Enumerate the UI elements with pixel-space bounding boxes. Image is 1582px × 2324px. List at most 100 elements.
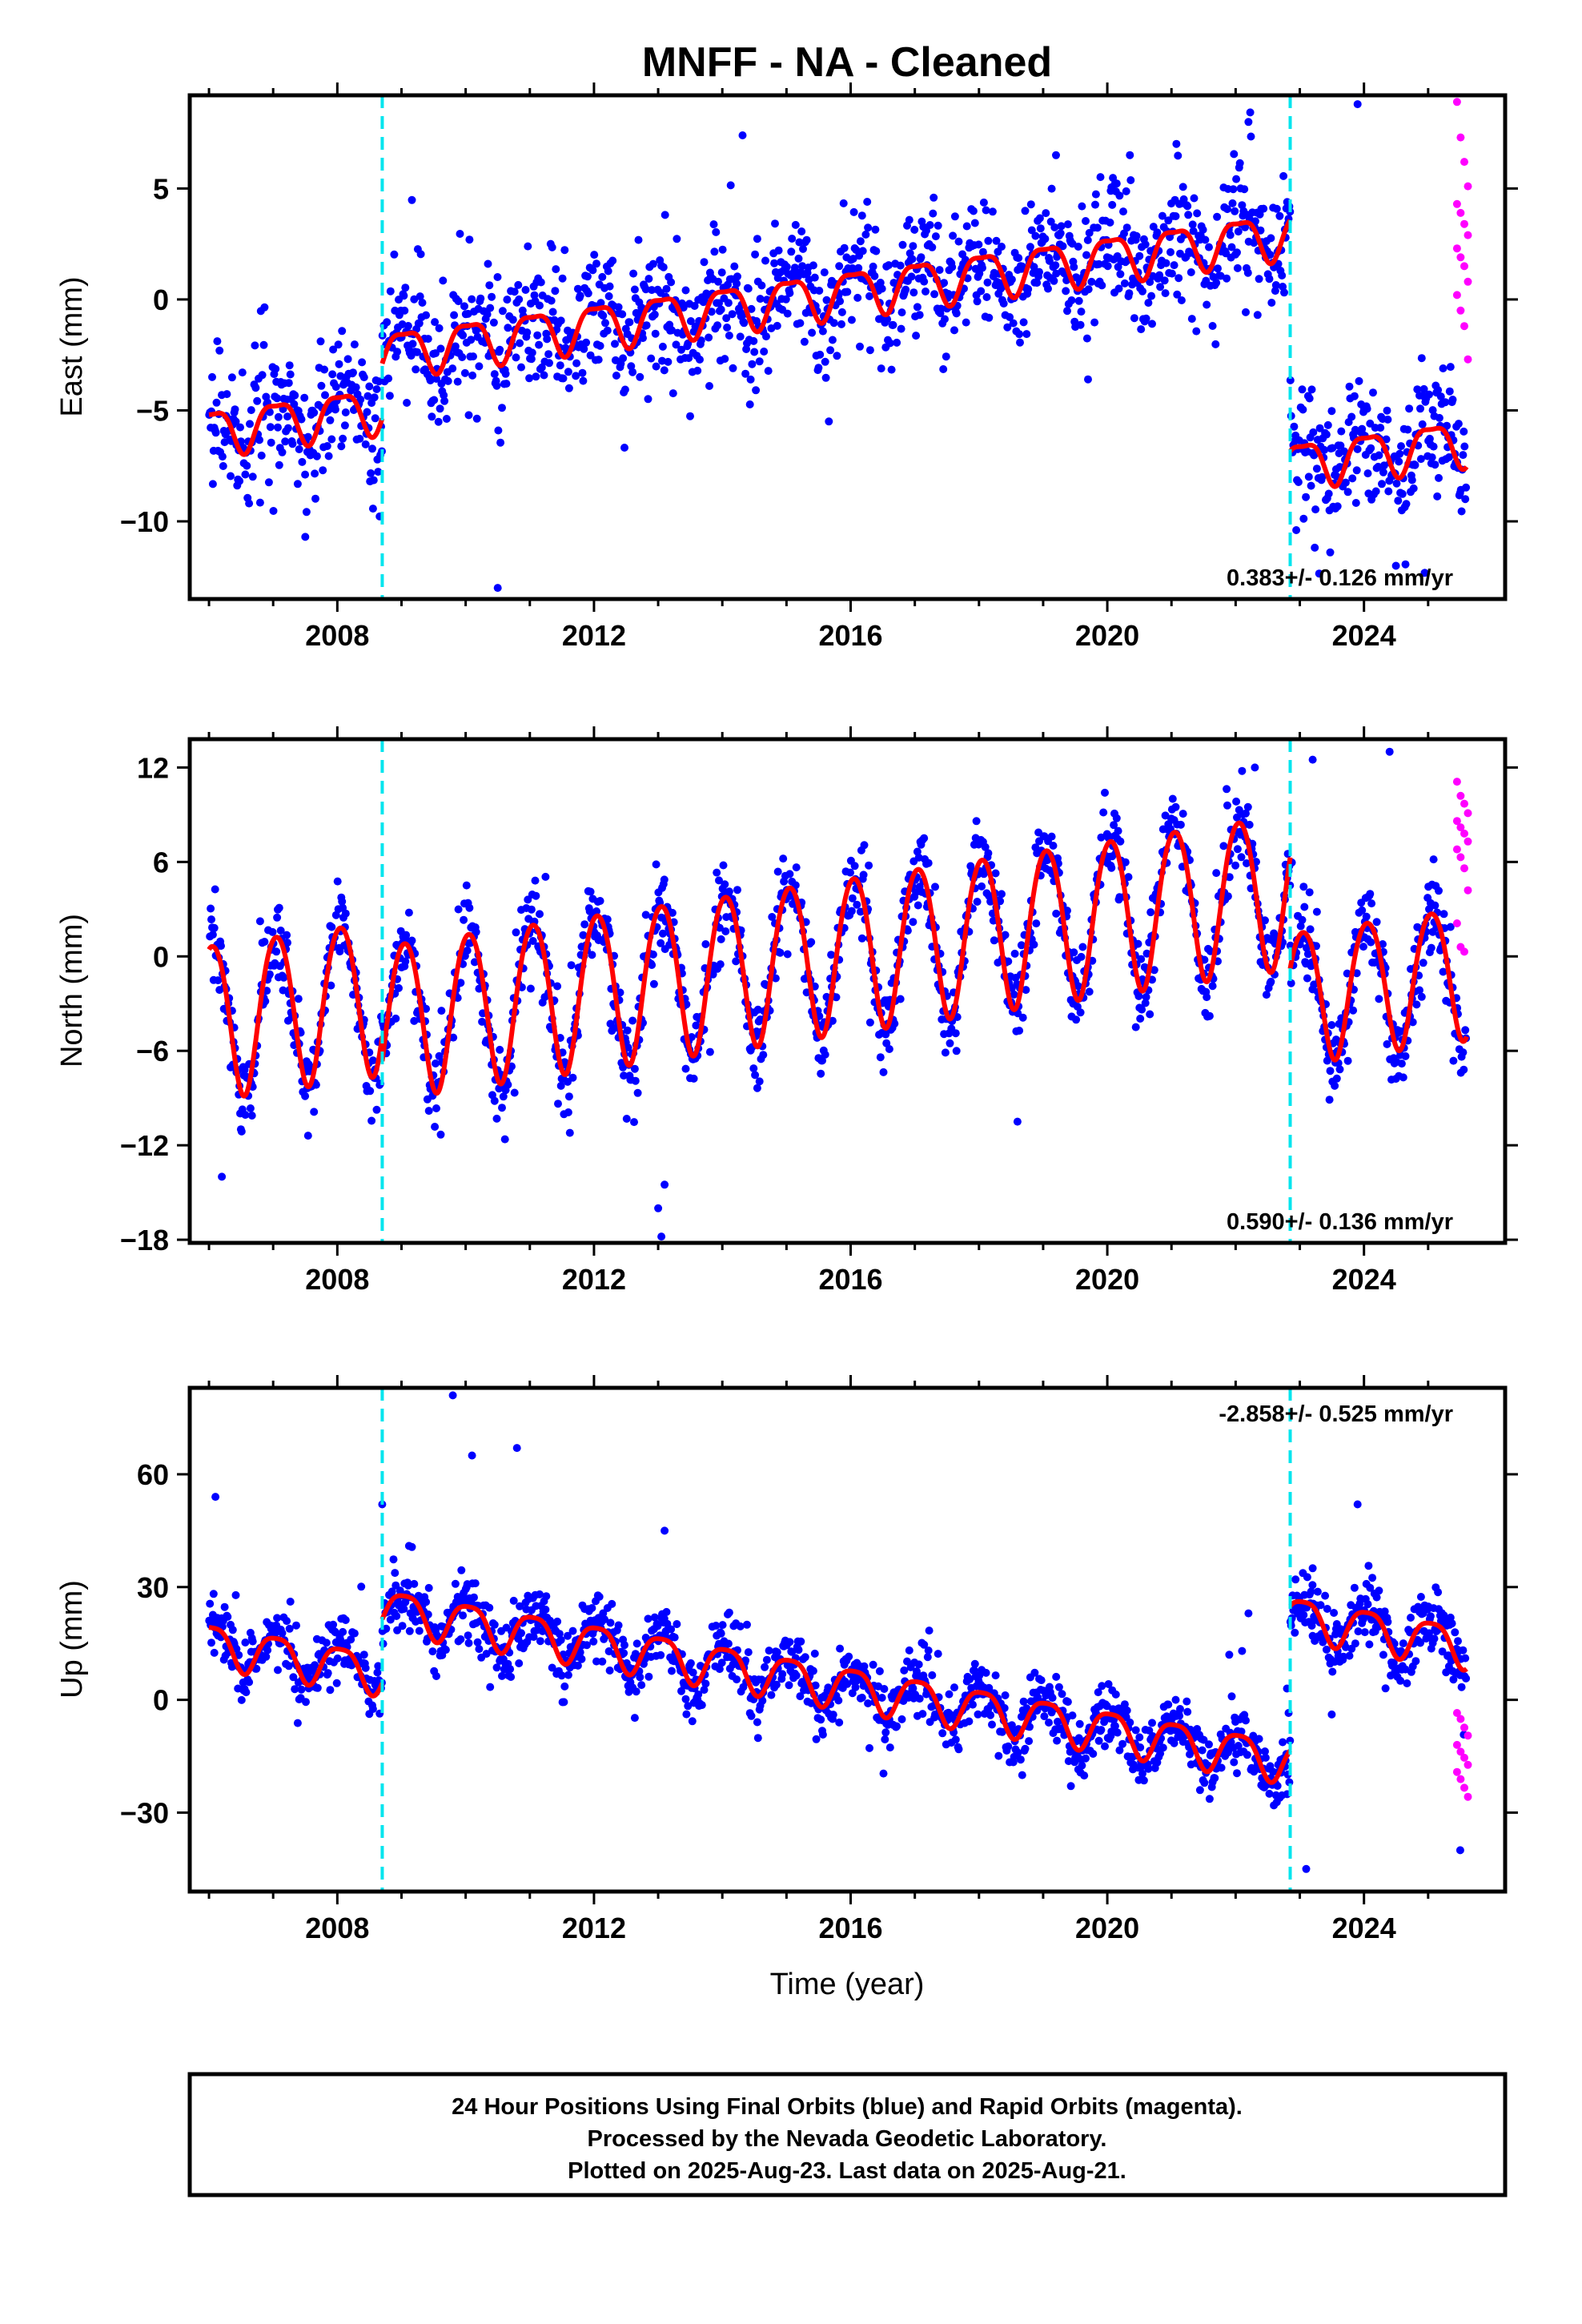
final-orbit-point: [1368, 1574, 1377, 1582]
final-orbit-point: [1106, 218, 1114, 227]
final-orbit-point: [857, 211, 866, 220]
final-orbit-point: [732, 957, 741, 966]
final-orbit-point: [1225, 873, 1234, 882]
final-orbit-point: [846, 868, 854, 877]
east-model-curve-2: [1288, 425, 1469, 489]
final-orbit-point: [1431, 460, 1439, 469]
final-orbit-point: [1402, 500, 1411, 509]
final-orbit-point: [1351, 1639, 1359, 1648]
final-orbit-point: [896, 995, 905, 1003]
final-orbit-point: [984, 236, 993, 245]
final-orbit-point: [879, 1769, 888, 1778]
final-orbit-point: [948, 263, 957, 271]
final-orbit-point: [339, 1627, 347, 1636]
final-orbit-point: [721, 880, 729, 889]
final-orbit-point: [321, 391, 329, 400]
final-orbit-point: [771, 219, 779, 228]
final-orbit-point: [510, 287, 519, 296]
final-orbit-point: [1309, 428, 1318, 436]
final-orbit-point: [1306, 925, 1315, 934]
final-orbit-point: [301, 470, 310, 479]
final-orbit-point: [820, 268, 829, 277]
final-orbit-point: [331, 383, 340, 392]
final-orbit-point: [257, 451, 266, 460]
final-orbit-point: [457, 1566, 466, 1574]
outlier-point: [654, 1204, 663, 1212]
final-orbit-point: [1130, 314, 1138, 323]
final-orbit-point: [970, 1666, 978, 1675]
final-orbit-point: [938, 1729, 947, 1738]
final-orbit-point: [1122, 1706, 1131, 1715]
final-orbit-point: [821, 373, 830, 382]
final-orbit-point: [1063, 220, 1072, 229]
final-orbit-point: [442, 415, 451, 423]
final-orbit-point: [403, 399, 412, 407]
final-orbit-point: [596, 897, 604, 905]
final-orbit-point: [942, 352, 950, 361]
final-orbit-point: [787, 247, 796, 256]
final-orbit-point: [595, 1592, 604, 1601]
final-orbit-point: [1160, 276, 1169, 285]
final-orbit-point: [1330, 1609, 1339, 1617]
final-orbit-point: [951, 1735, 960, 1744]
final-orbit-point: [1068, 1711, 1077, 1720]
final-orbit-point: [1446, 923, 1455, 931]
final-orbit-point: [1147, 292, 1156, 300]
final-orbit-point: [620, 1072, 628, 1080]
final-orbit-point: [1286, 1736, 1295, 1745]
y-tick-label: 0: [153, 940, 169, 973]
rapid-orbit-point: [1452, 919, 1461, 927]
final-orbit-point: [295, 445, 303, 453]
final-orbit-point: [1445, 387, 1454, 396]
final-orbit-point: [785, 870, 794, 879]
final-orbit-point: [1391, 561, 1400, 570]
final-orbit-point: [553, 1617, 562, 1626]
final-orbit-point: [465, 235, 474, 244]
final-orbit-point: [802, 235, 811, 244]
final-orbit-point: [275, 460, 283, 469]
final-orbit-point: [458, 353, 467, 361]
final-orbit-point: [512, 353, 520, 362]
final-orbit-point: [1315, 424, 1324, 432]
final-orbit-point: [588, 951, 596, 959]
final-orbit-point: [492, 381, 501, 390]
final-orbit-point: [465, 903, 474, 912]
final-orbit-point: [311, 469, 319, 478]
final-orbit-point: [1033, 279, 1042, 287]
final-orbit-point: [544, 350, 553, 359]
final-orbit-point: [1047, 832, 1056, 841]
final-orbit-point: [1408, 1018, 1417, 1027]
final-orbit-point: [998, 1727, 1006, 1736]
final-orbit-point: [829, 319, 838, 328]
final-orbit-point: [879, 1068, 888, 1076]
final-orbit-point: [1261, 1747, 1269, 1755]
final-orbit-point: [245, 1678, 254, 1687]
x-tick-label: 2012: [562, 619, 626, 652]
final-orbit-point: [935, 266, 944, 275]
final-orbit-point: [572, 359, 581, 368]
final-orbit-point: [901, 285, 910, 294]
final-orbit-point: [218, 452, 227, 461]
final-orbit-point: [931, 883, 939, 891]
final-orbit-point: [449, 1033, 458, 1042]
final-orbit-point: [573, 1661, 582, 1670]
final-orbit-point: [741, 369, 750, 378]
final-orbit-point: [650, 310, 659, 319]
final-orbit-point: [416, 250, 425, 259]
final-orbit-point: [264, 478, 273, 487]
final-orbit-point: [1126, 1718, 1134, 1727]
final-orbit-point: [1148, 320, 1156, 328]
final-orbit-point: [241, 1638, 250, 1647]
final-orbit-point: [289, 1673, 298, 1682]
final-orbit-point: [869, 1660, 877, 1669]
final-orbit-point: [327, 981, 335, 990]
final-orbit-point: [1084, 285, 1093, 294]
final-orbit-point: [291, 1685, 299, 1694]
final-orbit-point: [1150, 966, 1158, 975]
final-orbit-point: [576, 292, 584, 300]
final-orbit-point: [1080, 1771, 1089, 1780]
final-orbit-point: [1332, 1074, 1341, 1083]
final-orbit-point: [1076, 1008, 1085, 1017]
north-model-curve-1: [379, 820, 1293, 1096]
final-orbit-point: [408, 936, 416, 945]
